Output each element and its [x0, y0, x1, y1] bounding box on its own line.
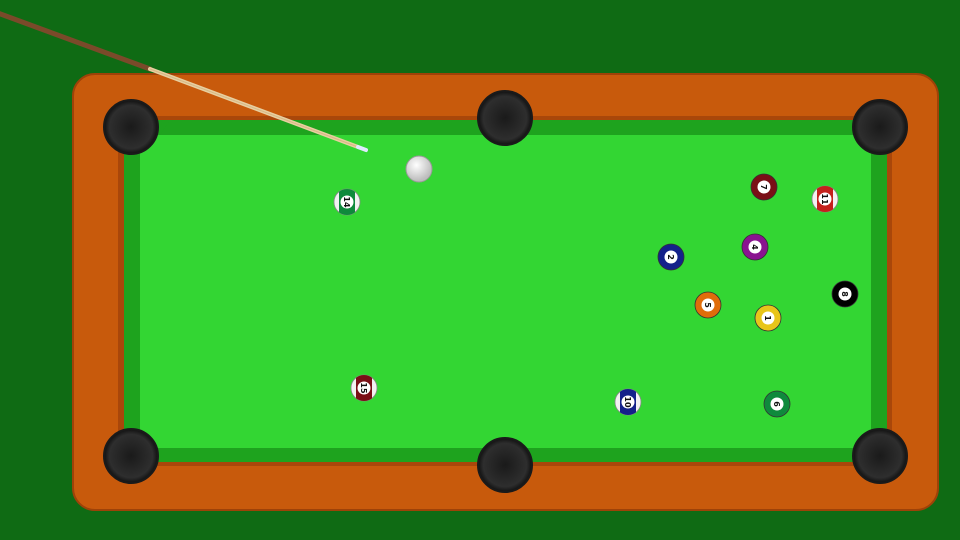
ball-2: 2 — [657, 243, 685, 271]
ball-7: 7 — [750, 173, 778, 201]
cushion-bevel-top-mid-left — [450, 120, 482, 135]
cue-ball[interactable] — [405, 155, 433, 183]
ball-number-label: 14 — [342, 196, 351, 208]
ball-11: 11 — [811, 185, 839, 213]
ball-10: 10 — [614, 388, 642, 416]
ball-number-disc — [818, 192, 832, 206]
ball-1: 1 — [754, 304, 782, 332]
table — [72, 73, 939, 511]
ball-number-disc — [838, 287, 852, 301]
ball-number-disc — [761, 311, 775, 325]
ball-4: 4 — [741, 233, 769, 261]
cushion-bevel-bottom-mid-left — [450, 448, 482, 462]
ball-number-label: 8 — [840, 291, 849, 297]
cushion-bevel-bottom-mid-right — [530, 448, 562, 462]
cushion-bevel-top-mid-right — [530, 120, 562, 135]
ball-number-label: 11 — [820, 193, 829, 205]
pocket-top-right — [852, 99, 908, 155]
ball-15: 15 — [350, 374, 378, 402]
pocket-top-left — [103, 99, 159, 155]
balls: 14 7 11 2 4 8 5 1 15 10 6 — [333, 173, 859, 418]
ball-8: 8 — [831, 280, 859, 308]
ball-number-disc — [757, 180, 771, 194]
ball-number-label: 15 — [359, 382, 368, 394]
ball-5: 5 — [694, 291, 722, 319]
ball-number-disc — [770, 397, 784, 411]
ball-number-disc — [621, 395, 635, 409]
pocket-bottom-middle — [477, 437, 533, 493]
ball-number-label: 2 — [666, 254, 675, 260]
ball-number-disc — [340, 195, 354, 209]
pocket-bottom-right — [852, 428, 908, 484]
pocket-bottom-left — [103, 428, 159, 484]
ball-number-disc — [701, 298, 715, 312]
pocket-top-middle — [477, 90, 533, 146]
ball-number-label: 5 — [703, 302, 712, 308]
ball-number-label: 1 — [763, 315, 772, 321]
ball-14: 14 — [333, 188, 361, 216]
cue-stick-icon[interactable] — [0, 11, 368, 152]
ball-number-disc — [357, 381, 371, 395]
ball-number-label: 6 — [772, 401, 781, 407]
ball-number-label: 7 — [759, 184, 768, 190]
ball-number-label: 10 — [623, 396, 632, 408]
ball-number-label: 4 — [750, 244, 759, 250]
ball-number-disc — [748, 240, 762, 254]
ball-number-disc — [664, 250, 678, 264]
table-felt — [140, 135, 871, 448]
ball-6: 6 — [763, 390, 791, 418]
pockets — [103, 90, 908, 493]
